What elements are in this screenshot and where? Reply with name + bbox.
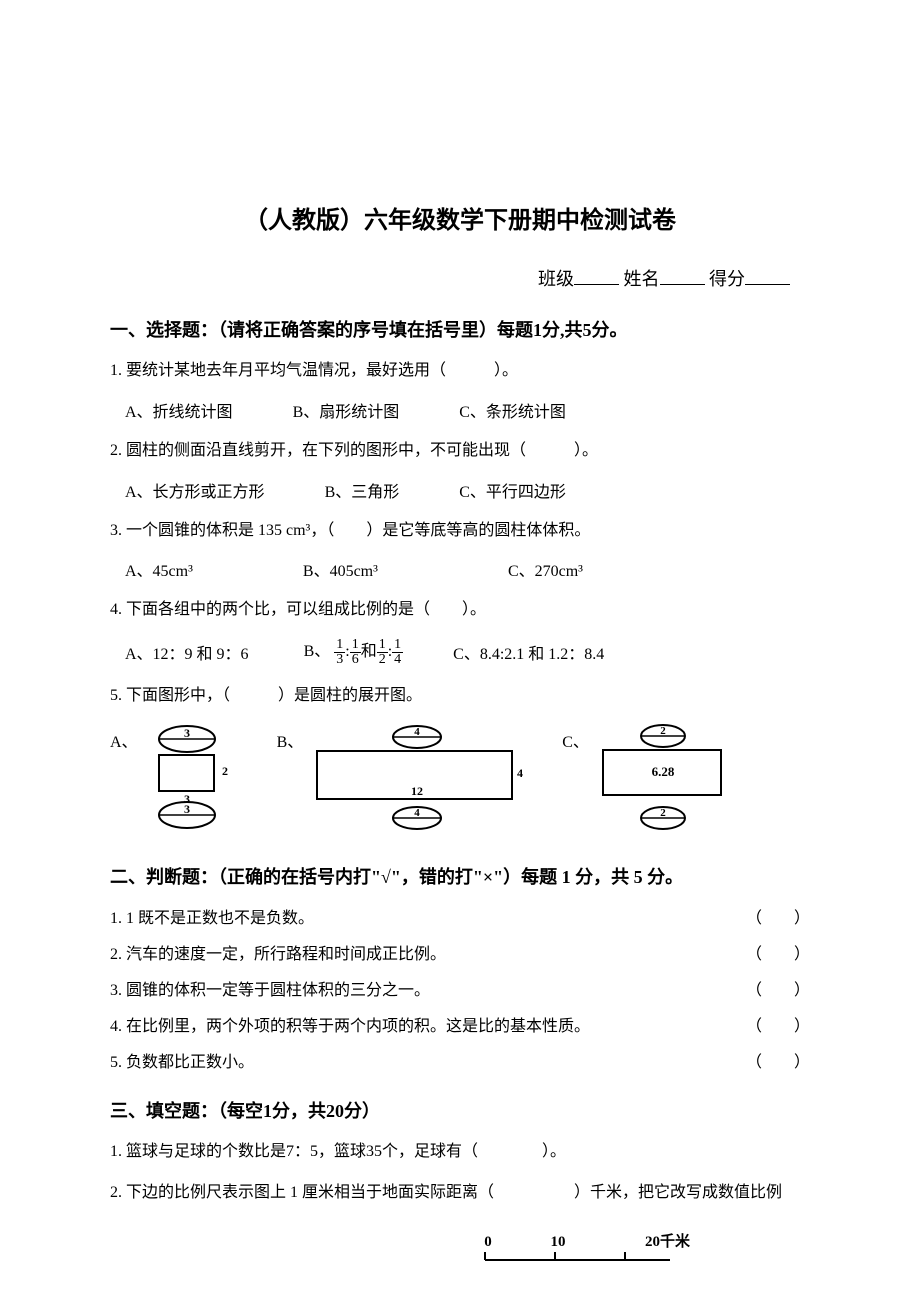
s1-q3-opt-c[interactable]: C、270cm³ bbox=[508, 557, 583, 581]
s1-q2-opt-b[interactable]: B、三角形 bbox=[325, 478, 400, 502]
s1-q1-options: A、折线统计图 B、扇形统计图 C、条形统计图 bbox=[125, 398, 810, 422]
frac-1-2: 12 bbox=[377, 638, 388, 667]
s1-q2: 2. 圆柱的侧面沿直线剪开，在下列的图形中，不可能出现（ ）。 bbox=[110, 437, 810, 466]
diag-c-label: C、 bbox=[562, 723, 589, 752]
cylinder-net-c-icon: 2 6.28 2 bbox=[593, 723, 743, 838]
s2-q5-text: 5. 负数都比正数小。 bbox=[110, 1048, 740, 1072]
svg-text:6.28: 6.28 bbox=[652, 764, 675, 779]
s1-q5-opt-c[interactable]: C、 2 6.28 2 bbox=[562, 723, 743, 838]
svg-text:0: 0 bbox=[484, 1234, 492, 1250]
svg-text:4: 4 bbox=[415, 807, 421, 819]
frac-1-4: 14 bbox=[392, 638, 403, 667]
section1-head: 一、选择题：（请将正确答案的序号填在括号里）每题1分,共5分。 bbox=[110, 316, 810, 342]
and-text: 和 bbox=[361, 643, 377, 660]
s2-q3: 3. 圆锥的体积一定等于圆柱体积的三分之一。 （ ） bbox=[110, 976, 810, 1000]
score-label: 得分 bbox=[709, 269, 745, 289]
diag-b-label: B、 bbox=[277, 723, 304, 752]
s1-q5: 5. 下面图形中，（ ）是圆柱的展开图。 bbox=[110, 682, 810, 711]
s1-q4-opt-a[interactable]: A、12：9 和 9：6 bbox=[125, 640, 249, 664]
s2-q4-bracket[interactable]: （ ） bbox=[740, 1012, 810, 1036]
score-blank[interactable] bbox=[745, 266, 790, 285]
svg-text:12: 12 bbox=[411, 784, 423, 798]
s2-q4: 4. 在比例里，两个外项的积等于两个内项的积。这是比的基本性质。 （ ） bbox=[110, 1012, 810, 1036]
s2-q3-text: 3. 圆锥的体积一定等于圆柱体积的三分之一。 bbox=[110, 976, 740, 1000]
s3-q1: 1. 篮球与足球的个数比是7：5，篮球35个，足球有（ ）。 bbox=[110, 1138, 810, 1167]
cylinder-net-a-icon: 3 3 2 3 bbox=[142, 723, 252, 833]
diag-a-label: A、 bbox=[110, 723, 138, 752]
svg-text:4: 4 bbox=[517, 766, 523, 780]
s1-q5-diagrams: A、 3 3 2 3 B、 4 12 4 bbox=[110, 723, 810, 838]
s1-q3: 3. 一个圆锥的体积是 135 cm³，（ ）是它等底等高的圆柱体体积。 bbox=[110, 517, 810, 546]
s2-q2-bracket[interactable]: （ ） bbox=[740, 940, 810, 964]
s3-q2: 2. 下边的比例尺表示图上 1 厘米相当于地面实际距离（ ）千米，把它改写成数值… bbox=[110, 1179, 810, 1208]
svg-text:3: 3 bbox=[184, 802, 190, 816]
svg-text:2: 2 bbox=[660, 807, 666, 819]
s1-q4-opt-c[interactable]: C、8.4:2.1 和 1.2：8.4 bbox=[453, 640, 604, 664]
s1-q3-opt-a[interactable]: A、45cm³ bbox=[125, 557, 193, 581]
s1-q1-opt-b[interactable]: B、扇形统计图 bbox=[293, 398, 400, 422]
s2-q3-bracket[interactable]: （ ） bbox=[740, 976, 810, 1000]
s2-q4-text: 4. 在比例里，两个外项的积等于两个内项的积。这是比的基本性质。 bbox=[110, 1012, 740, 1036]
s1-q2-opt-c[interactable]: C、平行四边形 bbox=[459, 478, 566, 502]
svg-text:2: 2 bbox=[222, 764, 228, 778]
class-blank[interactable] bbox=[574, 266, 619, 285]
svg-text:20千米: 20千米 bbox=[645, 1232, 690, 1250]
student-info-line: 班级 姓名 得分 bbox=[110, 265, 810, 291]
s1-q2-opt-a[interactable]: A、长方形或正方形 bbox=[125, 478, 265, 502]
s1-q4-options: A、12：9 和 9：6 B、 13:16和12:14 C、8.4:2.1 和 … bbox=[125, 637, 810, 667]
scale-ruler-icon: 0 10 20千米 bbox=[470, 1232, 690, 1267]
scale-ruler: 0 10 20千米 bbox=[110, 1232, 810, 1272]
class-label: 班级 bbox=[538, 269, 574, 289]
s1-q1: 1. 要统计某地去年月平均气温情况，最好选用（ ）。 bbox=[110, 357, 810, 386]
s1-q5-opt-a[interactable]: A、 3 3 2 3 bbox=[110, 723, 252, 833]
s2-q1-text: 1. 1 既不是正数也不是负数。 bbox=[110, 904, 740, 928]
frac-1-6: 16 bbox=[350, 638, 361, 667]
s1-q4: 4. 下面各组中的两个比，可以组成比例的是（ ）。 bbox=[110, 596, 810, 625]
svg-text:3: 3 bbox=[184, 726, 190, 740]
section2-head: 二、判断题：（正确的在括号内打"√"，错的打"×"）每题 1 分，共 5 分。 bbox=[110, 863, 810, 889]
s1-q1-opt-c[interactable]: C、条形统计图 bbox=[459, 398, 566, 422]
section3-head: 三、填空题：（每空1分，共20分） bbox=[110, 1097, 810, 1123]
name-blank[interactable] bbox=[660, 266, 705, 285]
s1-q2-options: A、长方形或正方形 B、三角形 C、平行四边形 bbox=[125, 478, 810, 502]
s1-q3-options: A、45cm³ B、405cm³ C、270cm³ bbox=[125, 557, 810, 581]
s2-q1: 1. 1 既不是正数也不是负数。 （ ） bbox=[110, 904, 810, 928]
opt-b-prefix: B、 bbox=[304, 643, 331, 660]
svg-text:4: 4 bbox=[415, 726, 421, 738]
svg-text:2: 2 bbox=[660, 725, 666, 737]
s1-q4-opt-b[interactable]: B、 13:16和12:14 bbox=[304, 637, 404, 667]
s2-q5: 5. 负数都比正数小。 （ ） bbox=[110, 1048, 810, 1072]
cylinder-net-b-icon: 4 12 4 4 bbox=[307, 723, 537, 838]
svg-text:10: 10 bbox=[551, 1234, 566, 1250]
s2-q2: 2. 汽车的速度一定，所行路程和时间成正比例。 （ ） bbox=[110, 940, 810, 964]
s1-q3-opt-b[interactable]: B、405cm³ bbox=[303, 557, 378, 581]
s1-q5-opt-b[interactable]: B、 4 12 4 4 bbox=[277, 723, 538, 838]
s2-q2-text: 2. 汽车的速度一定，所行路程和时间成正比例。 bbox=[110, 940, 740, 964]
s1-q1-opt-a[interactable]: A、折线统计图 bbox=[125, 398, 233, 422]
exam-title: （人教版）六年级数学下册期中检测试卷 bbox=[110, 200, 810, 235]
name-label: 姓名 bbox=[624, 269, 660, 289]
s2-q5-bracket[interactable]: （ ） bbox=[740, 1048, 810, 1072]
frac-1-3: 13 bbox=[334, 638, 345, 667]
s2-q1-bracket[interactable]: （ ） bbox=[740, 904, 810, 928]
